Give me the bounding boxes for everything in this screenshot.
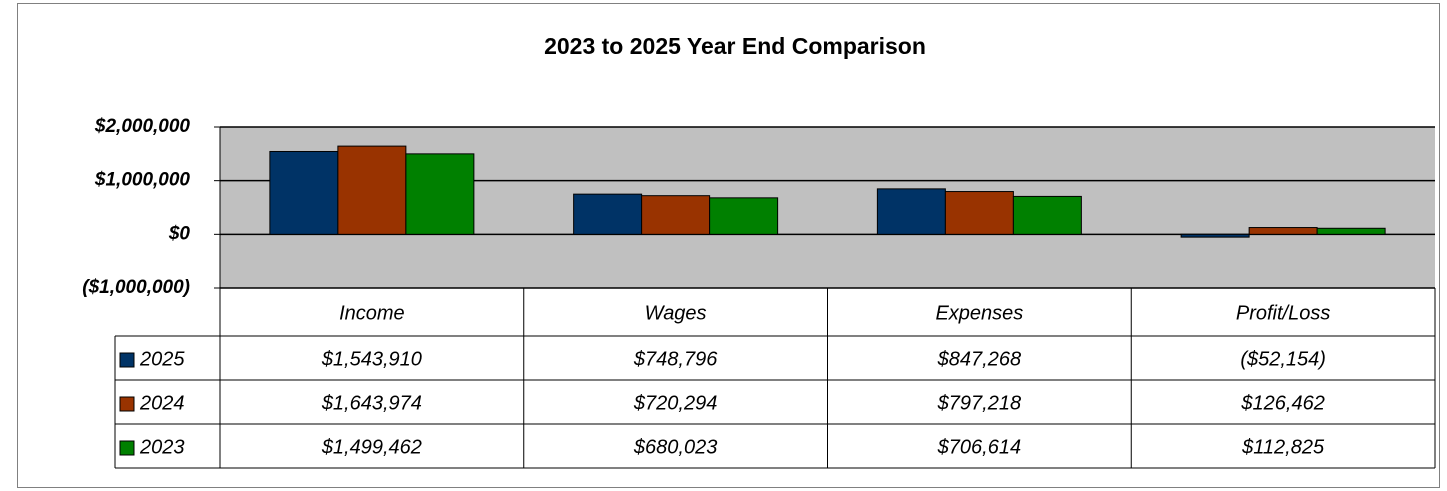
table-header: Wages: [645, 302, 707, 324]
table-header: Income: [339, 302, 405, 324]
bar: [1248, 227, 1318, 235]
legend-key: [119, 352, 135, 368]
y-tick-label: $0: [168, 223, 191, 244]
bar: [1180, 233, 1250, 238]
table-cell: $1,543,910: [321, 348, 422, 370]
table-cell: ($52,154): [1240, 348, 1326, 370]
legend-label: 2024: [139, 392, 185, 414]
bar: [573, 193, 643, 235]
bar: [405, 153, 475, 235]
table-cell: $1,499,462: [321, 436, 422, 458]
y-tick-label: ($1,000,000): [82, 277, 190, 298]
table-cell: $720,294: [633, 392, 717, 414]
y-tick-label: $2,000,000: [94, 116, 191, 137]
legend-key: [119, 440, 135, 456]
bar: [269, 150, 339, 235]
bar: [709, 197, 779, 235]
table-cell: $847,268: [937, 348, 1021, 370]
y-tick-label: $1,000,000: [94, 170, 191, 191]
bar: [337, 145, 407, 235]
legend-key: [119, 396, 135, 412]
table-cell: $126,462: [1240, 392, 1324, 414]
table-header: Profit/Loss: [1236, 302, 1330, 324]
chart-title: 2023 to 2025 Year End Comparison: [544, 33, 926, 59]
table-cell: $1,643,974: [321, 392, 422, 414]
bar: [1012, 195, 1082, 235]
table-cell: $797,218: [937, 392, 1021, 414]
bar: [944, 191, 1014, 235]
bar: [641, 195, 711, 235]
table-cell: $706,614: [937, 436, 1021, 458]
bar: [876, 188, 946, 235]
table-cell: $680,023: [633, 436, 717, 458]
table-header: Expenses: [935, 302, 1023, 324]
bar: [1316, 227, 1386, 235]
table-cell: $748,796: [633, 348, 718, 370]
table-cell: $112,825: [1241, 436, 1325, 458]
legend-label: 2025: [139, 348, 185, 370]
legend-label: 2023: [139, 436, 185, 458]
